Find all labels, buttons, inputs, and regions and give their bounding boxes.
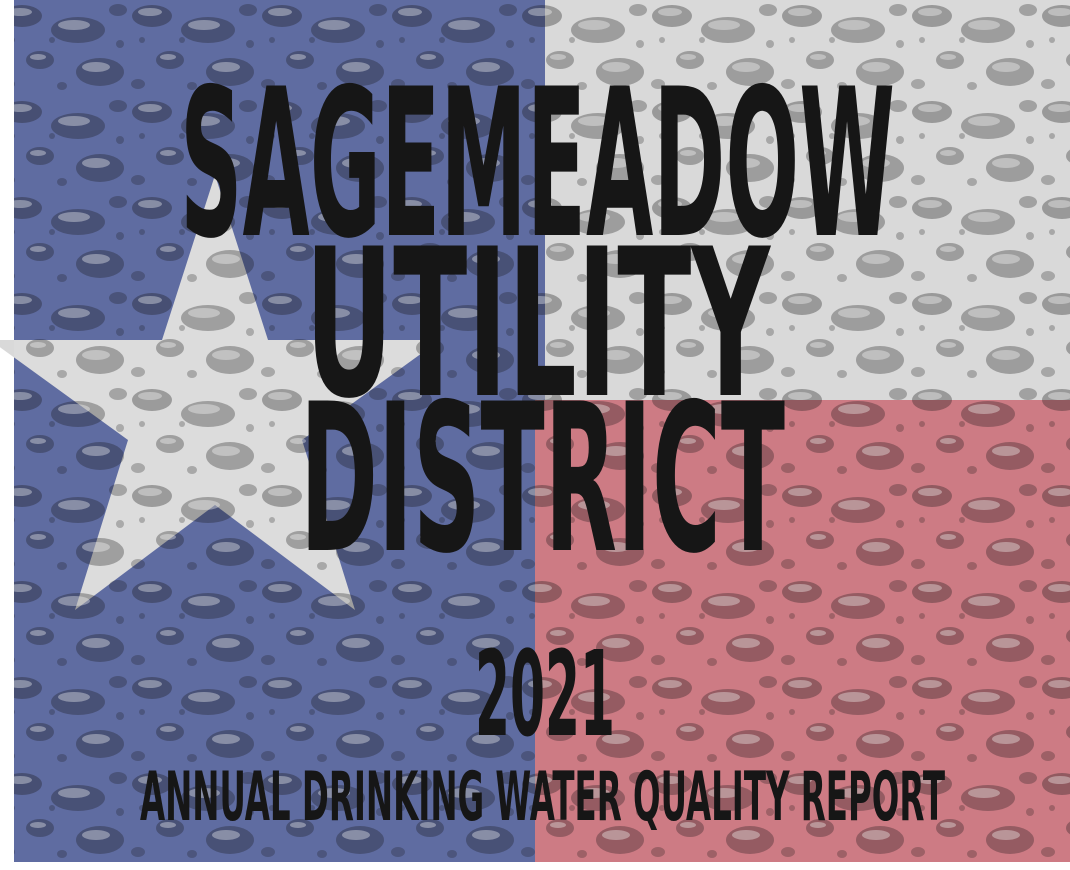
title-line: DISTRICT [300, 361, 785, 599]
page: SAGEMEADOW UTILITY DISTRICT 2021 ANNUAL … [0, 0, 1070, 870]
cover: SAGEMEADOW UTILITY DISTRICT 2021 ANNUAL … [0, 0, 1070, 870]
report-year: 2021 [475, 625, 615, 763]
report-subtitle: ANNUAL DRINKING WATER QUALITY REPORT [140, 758, 945, 837]
